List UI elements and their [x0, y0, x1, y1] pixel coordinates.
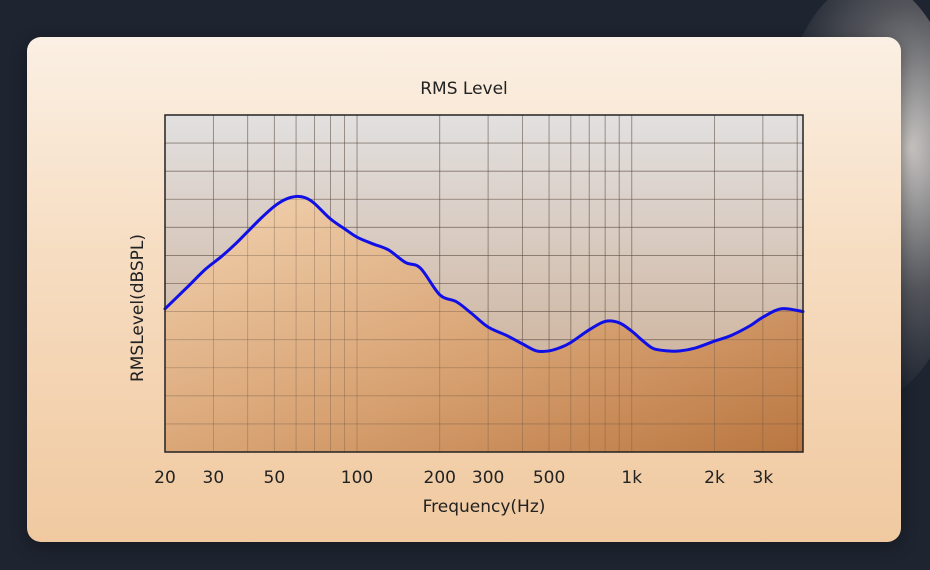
- x-tick-label: 300: [472, 468, 504, 488]
- x-tick-label: 100: [341, 468, 373, 488]
- x-tick-label: 500: [533, 468, 565, 488]
- x-tick-label: 50: [264, 468, 286, 488]
- x-axis-label: Frequency(Hz): [422, 497, 546, 517]
- chart-title: RMS Level: [420, 79, 508, 99]
- x-tick-label: 2k: [704, 468, 725, 488]
- y-axis-label: RMSLevel(dBSPL): [128, 233, 148, 383]
- x-tick-label: 20: [154, 468, 176, 488]
- x-tick-label: 30: [203, 468, 225, 488]
- x-tick-labels: 20 30 50 100 200 300 500 1k 2k 3k: [154, 468, 773, 488]
- series-line: [163, 194, 805, 354]
- grid-lines-overlay: [165, 115, 803, 452]
- chart-card: 20 30 50 100 200 300 500 1k 2k 3k RMS Level Frequ…: [27, 37, 901, 542]
- plot-border: [164, 114, 804, 453]
- chart-canvas: 20 30 50 100 200 300 500 1k 2k 3k: [154, 114, 805, 488]
- x-tick-label: 200: [424, 468, 456, 488]
- x-tick-label: 3k: [753, 468, 774, 488]
- x-tick-label: 1k: [621, 468, 642, 488]
